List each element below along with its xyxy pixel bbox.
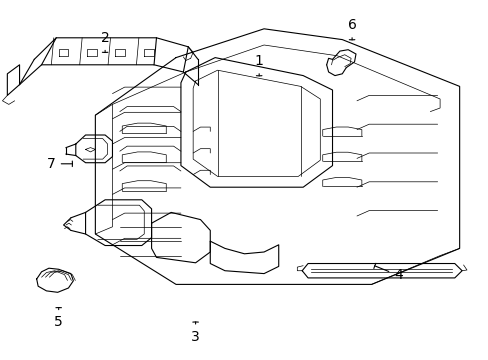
Text: 6: 6	[347, 18, 356, 40]
Text: 1: 1	[254, 54, 263, 76]
Text: 4: 4	[373, 263, 402, 282]
Text: 5: 5	[54, 307, 63, 329]
Text: 3: 3	[191, 322, 200, 343]
Text: 7: 7	[47, 157, 72, 171]
Text: 2: 2	[101, 31, 109, 53]
